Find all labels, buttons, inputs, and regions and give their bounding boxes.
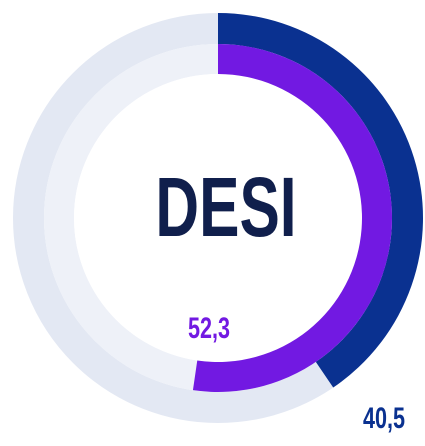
value-label: 52,3: [188, 310, 230, 344]
center: [74, 74, 362, 362]
ring-bar: [218, 13, 423, 388]
value-label: 40,5: [363, 400, 405, 434]
ring-bar: [192, 44, 392, 392]
chart-title: DESI: [155, 160, 296, 254]
rings: [13, 13, 423, 423]
